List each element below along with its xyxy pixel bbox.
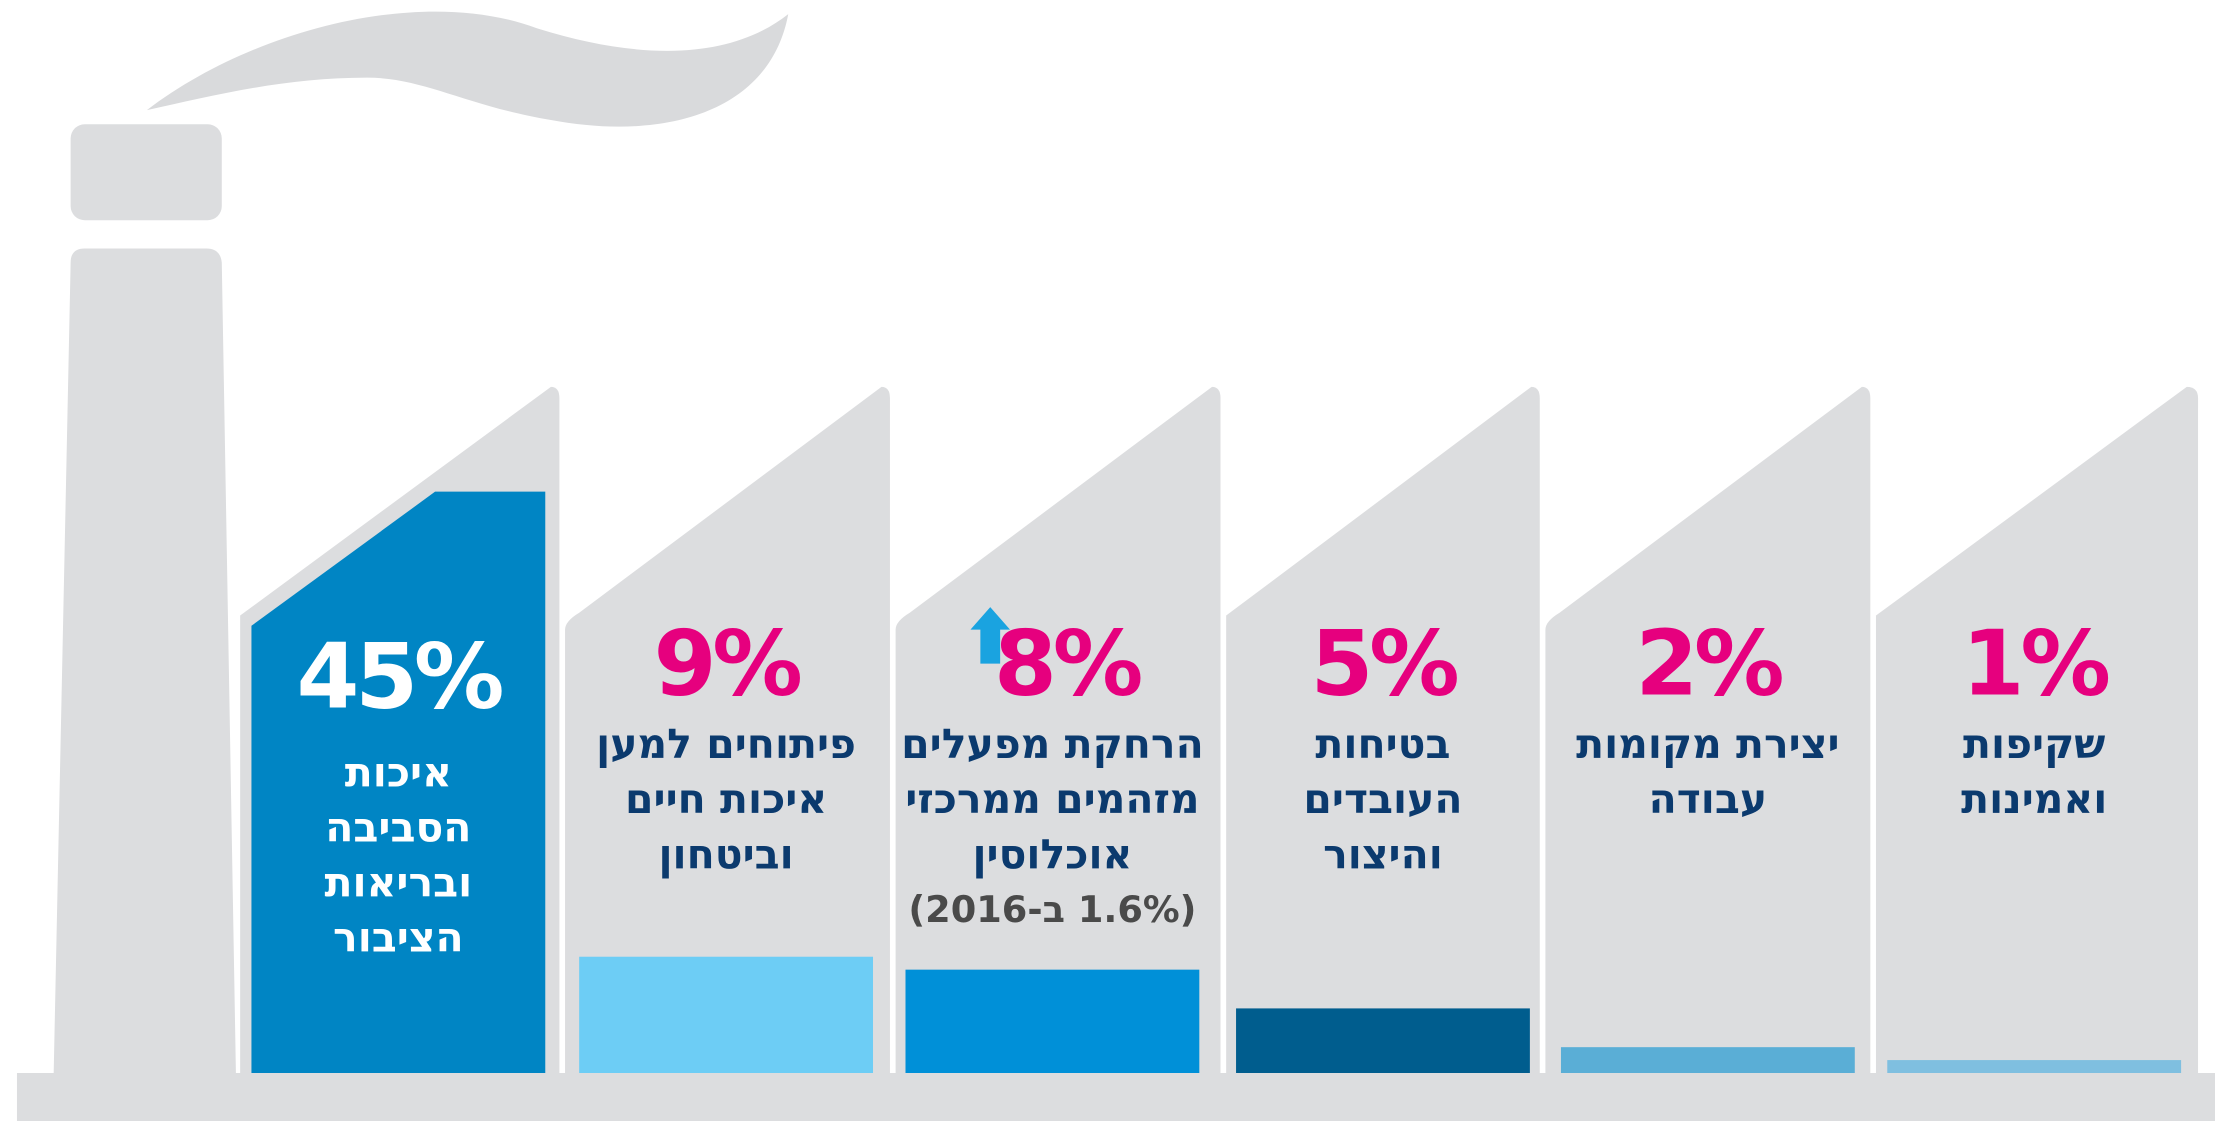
value-label: 9% <box>653 612 803 718</box>
bar <box>1887 1060 2182 1073</box>
value-label: 45% <box>296 625 505 730</box>
category-label: בטיחות העובדים והיצור <box>1303 720 1463 879</box>
bar <box>251 491 546 1073</box>
value-label: 5% <box>1310 612 1459 718</box>
value-label: 2% <box>1635 612 1784 718</box>
up-arrow <box>970 607 1011 664</box>
value-label: 1% <box>1961 612 2111 718</box>
bar <box>1236 1008 1530 1073</box>
category-label: פיתוחים למען איכות חיים וביטחון <box>596 720 857 879</box>
category-label: איכות הסביבה ובריאות הציבור <box>324 748 473 962</box>
bar <box>579 956 874 1073</box>
category-label: יצירת מקומות עבודה <box>1576 720 1840 824</box>
note: (1.6% ב-2016) <box>908 889 1197 932</box>
category-label: הרחקת מפעלים מזהמים ממרכזי אוכלוסין <box>901 720 1204 879</box>
bar <box>1560 1047 1855 1073</box>
category-label: שקיפות ואמינות <box>1961 720 2108 824</box>
bar <box>905 969 1200 1073</box>
value-label: 8% <box>994 612 1143 718</box>
